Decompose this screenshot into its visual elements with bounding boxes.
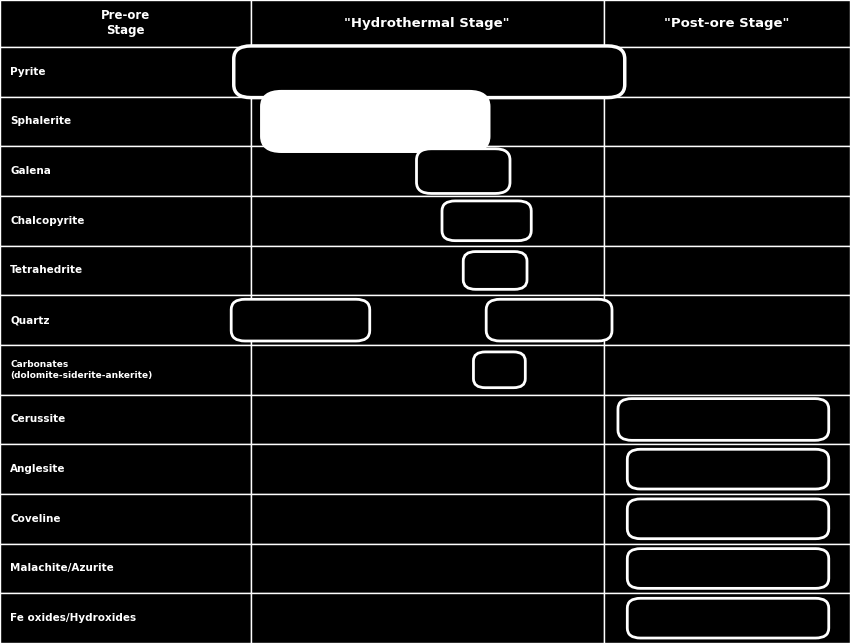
Text: Sphalerite: Sphalerite xyxy=(10,116,71,127)
FancyBboxPatch shape xyxy=(486,299,612,341)
Bar xyxy=(604,395,850,444)
Bar xyxy=(0,494,251,543)
Bar xyxy=(0,146,251,196)
FancyBboxPatch shape xyxy=(416,149,510,194)
Text: Quartz: Quartz xyxy=(10,315,49,325)
FancyBboxPatch shape xyxy=(627,548,829,588)
Bar xyxy=(0,544,251,593)
Text: Galena: Galena xyxy=(10,166,51,176)
Bar xyxy=(251,593,604,643)
Text: Coveline: Coveline xyxy=(10,514,60,524)
Bar xyxy=(251,246,604,295)
Bar xyxy=(251,0,604,47)
FancyBboxPatch shape xyxy=(442,201,531,240)
Bar xyxy=(0,295,251,345)
Text: Tetrahedrite: Tetrahedrite xyxy=(10,266,83,275)
Text: Malachite/Azurite: Malachite/Azurite xyxy=(10,563,114,574)
Text: Carbonates
(dolomite-siderite-ankerite): Carbonates (dolomite-siderite-ankerite) xyxy=(10,360,152,379)
Bar xyxy=(0,395,251,444)
Bar xyxy=(604,0,850,47)
Bar xyxy=(251,494,604,543)
Bar xyxy=(0,444,251,494)
FancyBboxPatch shape xyxy=(231,299,370,341)
Bar xyxy=(0,47,251,96)
Bar xyxy=(604,544,850,593)
Text: Anglesite: Anglesite xyxy=(10,464,65,474)
Bar xyxy=(251,544,604,593)
Bar xyxy=(0,196,251,246)
FancyBboxPatch shape xyxy=(618,399,829,440)
Bar xyxy=(604,345,850,395)
Bar xyxy=(604,246,850,295)
Bar xyxy=(604,96,850,146)
FancyBboxPatch shape xyxy=(627,449,829,489)
Bar xyxy=(251,196,604,246)
Text: "Hydrothermal Stage": "Hydrothermal Stage" xyxy=(344,17,510,30)
FancyBboxPatch shape xyxy=(627,499,829,539)
Bar xyxy=(604,196,850,246)
Bar xyxy=(604,593,850,643)
Bar xyxy=(251,96,604,146)
Bar xyxy=(251,295,604,345)
Text: Pyrite: Pyrite xyxy=(10,67,46,77)
Text: Pre-ore
Stage: Pre-ore Stage xyxy=(101,10,150,37)
Bar xyxy=(0,345,251,395)
FancyBboxPatch shape xyxy=(473,352,525,388)
Bar xyxy=(604,47,850,96)
FancyBboxPatch shape xyxy=(463,251,527,289)
Bar xyxy=(251,47,604,96)
Bar xyxy=(0,246,251,295)
Bar xyxy=(0,96,251,146)
Text: Cerussite: Cerussite xyxy=(10,415,65,424)
Bar xyxy=(604,494,850,543)
Bar xyxy=(604,146,850,196)
Bar xyxy=(251,345,604,395)
FancyBboxPatch shape xyxy=(262,92,489,151)
Bar xyxy=(0,0,251,47)
Bar xyxy=(604,444,850,494)
Bar xyxy=(0,593,251,643)
Bar xyxy=(251,395,604,444)
FancyBboxPatch shape xyxy=(234,46,625,98)
Text: Fe oxides/Hydroxides: Fe oxides/Hydroxides xyxy=(10,613,136,623)
Bar xyxy=(604,295,850,345)
Text: "Post-ore Stage": "Post-ore Stage" xyxy=(664,17,790,30)
FancyBboxPatch shape xyxy=(627,598,829,638)
Bar xyxy=(251,444,604,494)
Bar xyxy=(251,146,604,196)
Text: Chalcopyrite: Chalcopyrite xyxy=(10,216,84,226)
